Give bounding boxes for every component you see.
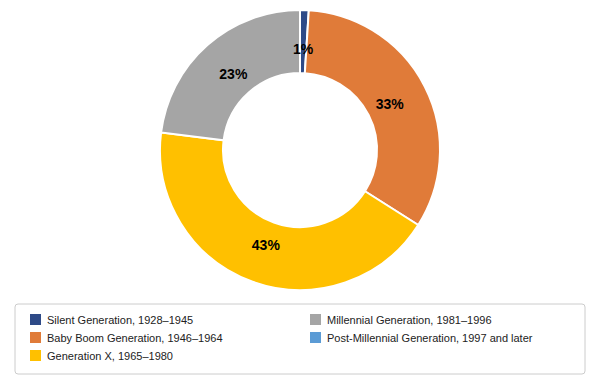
data-label: 23% xyxy=(219,66,248,82)
donut-wedge xyxy=(160,132,418,290)
data-label: 43% xyxy=(252,237,281,253)
legend-entry: Baby Boom Generation, 1946–1964 xyxy=(47,332,223,344)
data-label: 33% xyxy=(376,96,405,112)
legend-entry: Silent Generation, 1928–1945 xyxy=(47,314,193,326)
legend-swatch xyxy=(30,350,41,361)
legend-entry: Millennial Generation, 1981–1996 xyxy=(327,314,492,326)
legend-entry: Generation X, 1965–1980 xyxy=(47,350,173,362)
legend: Silent Generation, 1928–1945 Baby Boom Ge… xyxy=(15,304,585,374)
data-label: 1% xyxy=(293,41,314,57)
legend-entry: Post-Millennial Generation, 1997 and lat… xyxy=(327,332,533,344)
chart: 1% 33% 43% 23% Silent Generation, 1928–1945 B… xyxy=(0,0,600,386)
donut-wedge xyxy=(161,10,300,140)
legend-swatch xyxy=(30,332,41,343)
legend-swatch xyxy=(310,332,321,343)
legend-frame xyxy=(15,304,585,374)
wedge-labels: 1% 33% 43% 23% xyxy=(219,41,404,253)
legend-swatch xyxy=(310,314,321,325)
wedges xyxy=(160,10,440,290)
legend-swatch xyxy=(30,314,41,325)
donut-wedge xyxy=(305,10,440,225)
